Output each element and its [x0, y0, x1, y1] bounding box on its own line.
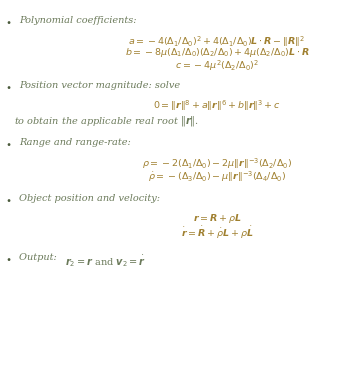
Text: $\bullet$: $\bullet$ [5, 16, 12, 26]
Text: Range and range-rate:: Range and range-rate: [19, 138, 131, 147]
Text: $\bullet$: $\bullet$ [5, 253, 12, 263]
Text: $\rho = -2(\Delta_1/\Delta_0) - 2\mu\|\boldsymbol{r}\|^{-3}(\Delta_2/\Delta_0)$: $\rho = -2(\Delta_1/\Delta_0) - 2\mu\|\b… [142, 157, 292, 171]
Text: Output:: Output: [19, 253, 60, 262]
Text: $\bullet$: $\bullet$ [5, 138, 12, 148]
Text: $\boldsymbol{r}_2 = \boldsymbol{r}$ and $\boldsymbol{v}_2 = \dot{\boldsymbol{r}}: $\boldsymbol{r}_2 = \boldsymbol{r}$ and … [65, 253, 146, 269]
Text: $0 = \|\boldsymbol{r}\|^8 + a\|\boldsymbol{r}\|^6 + b\|\boldsymbol{r}\|^3 + c$: $0 = \|\boldsymbol{r}\|^8 + a\|\boldsymb… [153, 99, 281, 113]
Text: $a = -4(\Delta_1/\Delta_0)^2 + 4(\Delta_1/\Delta_0)\boldsymbol{L}\cdot\boldsymbo: $a = -4(\Delta_1/\Delta_0)^2 + 4(\Delta_… [128, 34, 306, 49]
Text: $\bullet$: $\bullet$ [5, 194, 12, 204]
Text: $\dot{\boldsymbol{r}} = \dot{\boldsymbol{R}} + \dot{\rho}\boldsymbol{L} + \rho\d: $\dot{\boldsymbol{r}} = \dot{\boldsymbol… [181, 225, 253, 241]
Text: $c = -4\mu^2(\Delta_2/\Delta_0)^2$: $c = -4\mu^2(\Delta_2/\Delta_0)^2$ [175, 58, 259, 73]
Text: to obtain the applicable real root $\|\boldsymbol{r}\|$.: to obtain the applicable real root $\|\b… [14, 114, 199, 128]
Text: $b = -8\mu(\Delta_1/\Delta_0)(\Delta_2/\Delta_0) + 4\mu(\Delta_2/\Delta_0)\bolds: $b = -8\mu(\Delta_1/\Delta_0)(\Delta_2/\… [125, 46, 309, 59]
Text: $\boldsymbol{r} = \boldsymbol{R} + \rho\boldsymbol{L}$: $\boldsymbol{r} = \boldsymbol{R} + \rho\… [193, 212, 242, 225]
Text: $\bullet$: $\bullet$ [5, 81, 12, 91]
Text: Polynomial coefficients:: Polynomial coefficients: [19, 16, 137, 25]
Text: Position vector magnitude: solve: Position vector magnitude: solve [19, 81, 180, 90]
Text: Object position and velocity:: Object position and velocity: [19, 194, 160, 203]
Text: $\dot{\rho} = -(\Delta_3/\Delta_0) - \mu\|\boldsymbol{r}\|^{-3}(\Delta_4/\Delta_: $\dot{\rho} = -(\Delta_3/\Delta_0) - \mu… [148, 169, 286, 183]
